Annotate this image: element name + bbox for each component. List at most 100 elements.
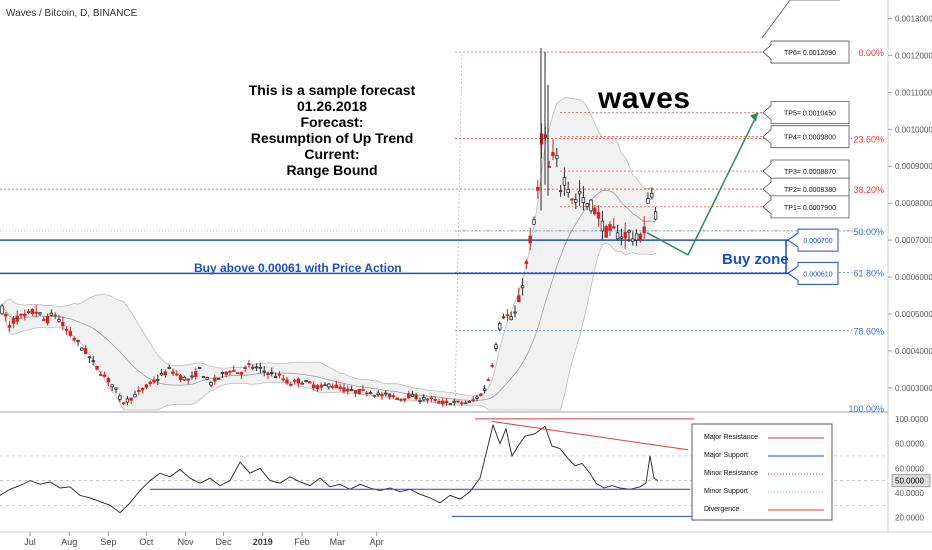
candle-body xyxy=(387,393,392,398)
candle-body xyxy=(125,398,130,403)
candle-body xyxy=(277,373,282,376)
fib-level-label: 78.60% xyxy=(853,327,884,337)
fib-level-label: 0.00% xyxy=(858,48,884,58)
candle-body xyxy=(479,393,483,397)
candle-body xyxy=(471,399,475,402)
candle-body xyxy=(23,313,27,317)
candle-body xyxy=(574,199,578,203)
candle-body xyxy=(437,401,441,404)
legend-label: Major Support xyxy=(704,452,748,459)
candle-body xyxy=(372,394,377,397)
middle-band xyxy=(1,190,656,401)
candle-body xyxy=(338,386,342,389)
candle-body xyxy=(197,367,202,369)
candle-body xyxy=(26,311,31,313)
candle-body xyxy=(365,392,369,395)
forecast-line: 01.26.2018 xyxy=(296,98,368,114)
candle-body xyxy=(148,381,152,385)
candle-body xyxy=(49,312,54,316)
tp-box-label: TP1= 0.0007900 xyxy=(784,205,836,212)
candle-body xyxy=(562,177,567,186)
candle-body xyxy=(368,392,373,395)
candle-body xyxy=(57,319,61,322)
candle-body xyxy=(361,389,365,391)
candle-body xyxy=(650,192,654,198)
projection-arrow xyxy=(646,112,759,256)
candle-body xyxy=(444,400,449,404)
oscillator-value-label: 50.0000 xyxy=(895,477,924,486)
candle-body xyxy=(163,371,168,376)
candle-body xyxy=(319,384,323,388)
y-tick-label: 0.0003000 xyxy=(895,384,932,393)
x-tick-label: Nov xyxy=(178,537,195,547)
candle-body xyxy=(433,399,437,401)
y-tick-label: 0.0005000 xyxy=(895,310,932,319)
candle-body xyxy=(425,398,430,401)
candle-body xyxy=(612,226,616,229)
y-tick-label: 40.0000 xyxy=(895,489,924,498)
fib-level-label: 38.20% xyxy=(853,185,884,195)
y-tick-label: 0.0013000 xyxy=(895,14,932,23)
candle-body xyxy=(593,207,597,215)
candle-body xyxy=(19,313,23,316)
candle-body xyxy=(137,390,141,392)
y-tick-label: 0.0004000 xyxy=(895,347,932,356)
candle-body xyxy=(498,323,502,330)
candle-body xyxy=(475,396,479,399)
candle-body xyxy=(524,261,529,264)
candle-body xyxy=(334,384,339,389)
forecast-line: Resumption of Up Trend xyxy=(250,130,414,146)
candle-body xyxy=(102,374,107,377)
candle-body xyxy=(171,371,175,374)
annotations: TP6= 0.0012090 TP5= 0.0010450 TP4= 0.00098… xyxy=(560,0,850,285)
y-tick-label: 0.0009000 xyxy=(895,162,932,171)
candle-body xyxy=(517,295,521,303)
candle-body xyxy=(38,312,42,315)
candle-body xyxy=(494,344,498,349)
y-tick-label: 0.0007000 xyxy=(895,236,932,245)
tp-box xyxy=(762,195,850,219)
candle-body xyxy=(224,371,228,375)
candle-body xyxy=(292,379,297,382)
candle-body xyxy=(646,198,650,204)
candle-body xyxy=(589,199,593,212)
candle-body xyxy=(251,366,255,369)
candle-body xyxy=(4,314,8,317)
forecast-line: Range Bound xyxy=(286,162,378,178)
candle-body xyxy=(61,321,65,327)
forecast-text: This is a sample forecast 01.26.2018 For… xyxy=(222,82,442,178)
legend: Major Resistance Major Support Minor Resis… xyxy=(691,423,833,521)
y-tick-label: 0.0006000 xyxy=(895,273,932,282)
candle-body xyxy=(121,402,126,405)
candle-body xyxy=(296,378,301,384)
tp-box-label: TP2= 0.0008380 xyxy=(784,187,836,194)
candle-body xyxy=(273,376,278,378)
candle-body xyxy=(551,152,555,157)
candle-body xyxy=(64,329,69,331)
oscillator-line xyxy=(0,423,659,514)
x-tick-label: Jul xyxy=(24,537,36,547)
zone-box-label: 0.000610 xyxy=(803,271,832,278)
candle-body xyxy=(604,226,608,238)
candle-body xyxy=(638,233,643,242)
candle-body xyxy=(452,400,456,403)
candle-body xyxy=(631,238,635,242)
candle-body xyxy=(558,190,563,193)
x-tick-label: Feb xyxy=(294,537,310,547)
fib-anchor-line xyxy=(454,52,463,409)
candle-body xyxy=(539,133,544,145)
lower-band xyxy=(1,242,656,411)
candle-body xyxy=(68,331,73,336)
candle-body xyxy=(72,337,76,341)
candle-body xyxy=(99,374,103,376)
chart-title: Waves / Bitcoin, D, BINANCE xyxy=(6,8,138,19)
candle-body xyxy=(581,197,586,204)
candle-body xyxy=(205,377,209,380)
candle-body xyxy=(642,226,646,234)
x-tick-label: Mar xyxy=(330,537,346,547)
forecast-line: This is a sample forecast xyxy=(248,82,416,98)
candle-body xyxy=(239,372,244,375)
candle-body xyxy=(45,315,50,324)
zone-box-label: 0.000700 xyxy=(803,238,832,245)
